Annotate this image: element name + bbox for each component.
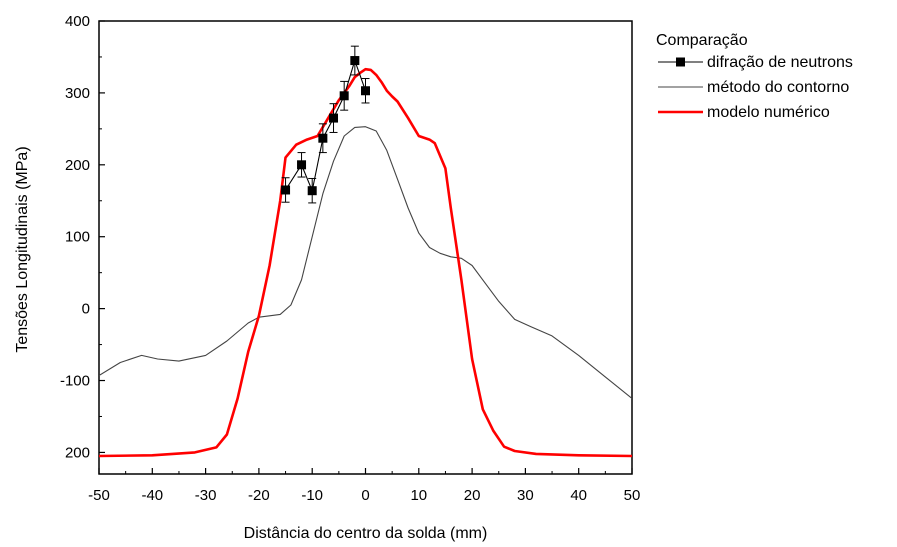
- y-tick-label: -100: [60, 373, 90, 390]
- series-layer: [99, 45, 632, 458]
- y-tick-label: 400: [65, 13, 90, 30]
- data-point: [318, 133, 328, 143]
- x-tick-label: 20: [464, 487, 481, 504]
- y-axis-label: Tensões Longitudinais (MPa): [14, 146, 31, 352]
- x-tick-label: 0: [361, 487, 369, 504]
- data-point: [350, 56, 360, 66]
- data-point: [339, 91, 349, 101]
- y-tick-label: 200: [65, 444, 90, 461]
- y-tick-label: 100: [65, 229, 90, 246]
- data-point: [297, 160, 307, 170]
- x-tick-label: -40: [141, 487, 163, 504]
- x-tick-label: 40: [570, 487, 587, 504]
- series-line-1: [99, 126, 632, 399]
- x-tick-label: 10: [410, 487, 427, 504]
- legend-label-1: método do contorno: [707, 79, 849, 96]
- y-tick-label: 300: [65, 85, 90, 102]
- legend-marker: [676, 57, 685, 67]
- x-axis: -50 -40 -30 -20 -10 0 10 20 30 40 50: [88, 468, 640, 504]
- legend-entries: difração de neutrons método do contorno mo…: [658, 54, 853, 121]
- data-point: [329, 113, 339, 123]
- legend-title: Comparação: [656, 32, 748, 49]
- legend-label-0: difração de neutrons: [707, 54, 853, 71]
- x-tick-label: -30: [195, 487, 217, 504]
- plot-area: [98, 20, 633, 475]
- y-tick-label: 0: [82, 301, 90, 318]
- y-tick-label: 200: [65, 157, 90, 174]
- data-point: [307, 186, 317, 196]
- legend: Comparação difração de neutrons método do…: [656, 32, 853, 121]
- series-line-2: [99, 67, 632, 458]
- data-point: [361, 86, 370, 96]
- y-axis: 200 -100 0 100 200 300 400: [60, 13, 105, 461]
- x-tick-label: 50: [624, 487, 641, 504]
- legend-label-2: modelo numérico: [707, 104, 830, 121]
- x-tick-label: -20: [248, 487, 270, 504]
- x-tick-label: -10: [301, 487, 323, 504]
- x-tick-label: -50: [88, 487, 110, 504]
- data-point: [281, 185, 291, 195]
- x-axis-label: Distância do centro da solda (mm): [244, 525, 488, 542]
- x-tick-label: 30: [517, 487, 534, 504]
